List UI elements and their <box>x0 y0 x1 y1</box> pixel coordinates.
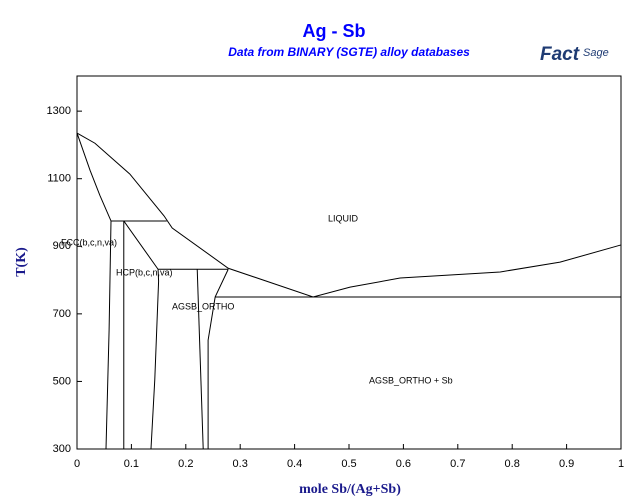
y-tick-label: 700 <box>53 308 71 320</box>
phase-boundary <box>123 220 160 450</box>
phase-label: AGSB_ORTHO + Sb <box>369 375 453 385</box>
chart-title: Ag - Sb <box>303 21 366 41</box>
x-tick-label: 0.3 <box>233 458 248 470</box>
x-tick-label: 0.2 <box>178 458 193 470</box>
plot-frame <box>76 75 622 450</box>
y-tick-label: 300 <box>53 443 71 455</box>
logo-text: Sage <box>583 47 609 59</box>
y-tick-label: 1300 <box>47 105 71 117</box>
phase-boundary <box>76 132 622 298</box>
x-tick-label: 0.7 <box>450 458 465 470</box>
logo: Fact Sage <box>540 44 609 65</box>
x-tick-label: 0.8 <box>505 458 520 470</box>
phase-label: AGSB_ORTHO <box>172 301 234 311</box>
phase-boundary <box>76 132 112 222</box>
x-tick-label: 0.4 <box>287 458 302 470</box>
phase-boundary <box>207 269 229 449</box>
x-tick-label: 0 <box>74 458 80 470</box>
phase-boundary <box>196 269 204 450</box>
y-tick-label: 500 <box>53 375 71 387</box>
x-tick-label: 1 <box>618 458 624 470</box>
phase-boundary <box>105 220 112 450</box>
phase-label: HCP(b,c,n,va) <box>116 267 173 277</box>
x-tick-label: 0.6 <box>396 458 411 470</box>
y-axis-label: T(K) <box>14 247 29 277</box>
phase-label: LIQUID <box>328 213 359 223</box>
y-tick-label: 1100 <box>47 173 71 185</box>
x-tick-label: 0.9 <box>559 458 574 470</box>
x-tick-label: 0.1 <box>124 458 139 470</box>
phase-label: FCC(b,c,n,va) <box>61 237 117 247</box>
x-axis-label: mole Sb/(Ag+Sb) <box>299 482 401 497</box>
x-tick-label: 0.5 <box>341 458 356 470</box>
y-tick-label: 900 <box>53 240 71 252</box>
logo-text: Fact <box>540 44 580 65</box>
chart-subtitle: Data from BINARY (SGTE) alloy databases <box>228 45 470 59</box>
